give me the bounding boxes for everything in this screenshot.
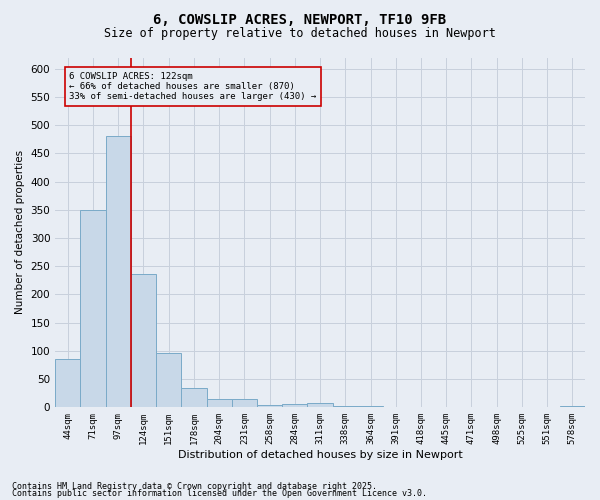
Bar	[106, 136, 131, 407]
Text: Size of property relative to detached houses in Newport: Size of property relative to detached ho…	[104, 28, 496, 40]
Bar	[206, 399, 232, 407]
X-axis label: Distribution of detached houses by size in Newport: Distribution of detached houses by size …	[178, 450, 463, 460]
Bar	[257, 404, 282, 407]
Text: Contains HM Land Registry data © Crown copyright and database right 2025.: Contains HM Land Registry data © Crown c…	[12, 482, 377, 491]
Bar	[307, 404, 332, 407]
Y-axis label: Number of detached properties: Number of detached properties	[15, 150, 25, 314]
Bar	[232, 399, 257, 407]
Bar	[560, 406, 585, 407]
Bar	[282, 404, 307, 407]
Bar	[156, 352, 181, 408]
Bar	[181, 388, 206, 407]
Text: 6, COWSLIP ACRES, NEWPORT, TF10 9FB: 6, COWSLIP ACRES, NEWPORT, TF10 9FB	[154, 12, 446, 26]
Bar	[434, 407, 459, 408]
Bar	[131, 274, 156, 407]
Text: Contains public sector information licensed under the Open Government Licence v3: Contains public sector information licen…	[12, 489, 427, 498]
Bar	[409, 407, 434, 408]
Bar	[383, 407, 409, 408]
Bar	[358, 406, 383, 407]
Text: 6 COWSLIP ACRES: 122sqm
← 66% of detached houses are smaller (870)
33% of semi-d: 6 COWSLIP ACRES: 122sqm ← 66% of detache…	[69, 72, 316, 102]
Bar	[332, 406, 358, 407]
Bar	[80, 210, 106, 408]
Bar	[55, 360, 80, 408]
